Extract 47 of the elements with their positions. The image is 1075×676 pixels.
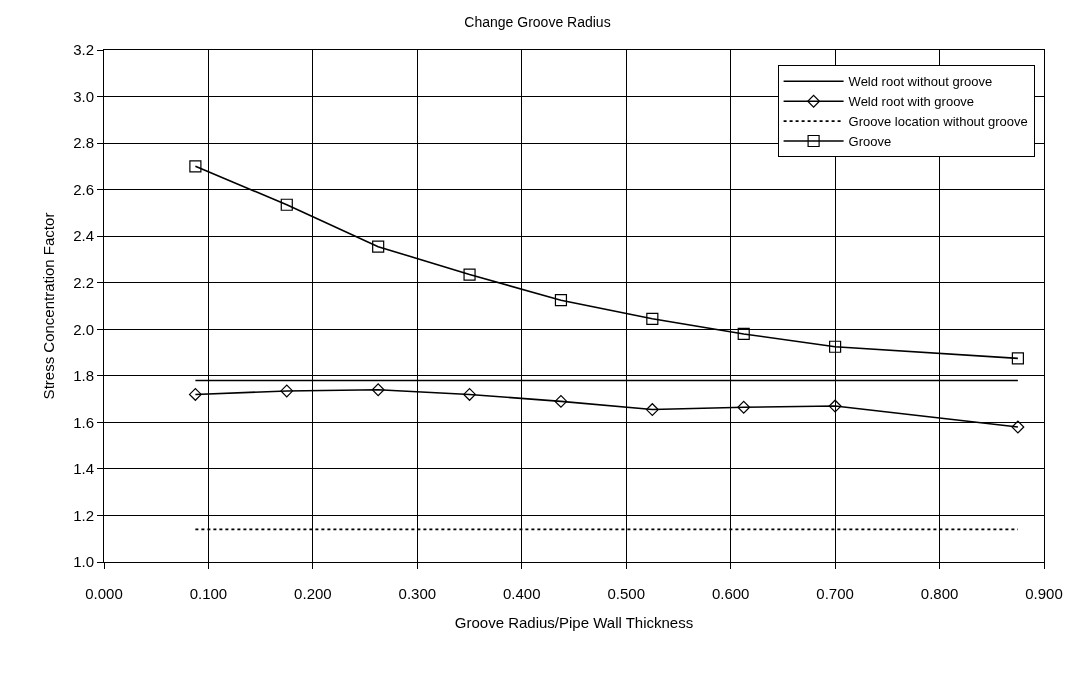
point [554,394,568,408]
y-tick-label: 2.0 [73,320,94,338]
y-tick-label: 2.6 [73,180,94,198]
point [828,399,842,413]
y-tick-label: 3.2 [73,41,94,59]
point [737,400,751,414]
x-tick-label: 0.200 [294,585,332,602]
x-tick-label: 0.800 [920,585,959,602]
x-tick-label: 0.700 [816,585,854,602]
x-tick-label: 0.100 [189,585,228,602]
point [463,387,477,401]
chart-title: Change Groove Radius [464,13,611,30]
point [280,384,294,398]
y-tick-label: 3.0 [73,87,94,105]
point [371,383,385,397]
point [188,387,202,401]
point [645,403,659,417]
x-tick-label: 0.600 [711,585,750,602]
point [646,312,659,325]
point [372,240,385,253]
y-axis-title: Stress Concentration Factor [40,212,58,400]
x-tick-label: 0.900 [1025,585,1063,602]
point [829,340,842,353]
legend-label: Groove location without groove [848,114,1028,130]
legend-label: Weld root with groove [848,94,975,110]
x-tick-label: 0.300 [398,585,437,602]
x-tick-label: 0.000 [85,585,123,602]
point [189,160,202,173]
point [554,294,568,307]
y-tick-label: 2.4 [73,227,94,245]
legend-label: Weld root without groove [848,74,993,90]
x-axis-title: Groove Radius/Pipe Wall Thickness [454,614,694,631]
point [463,268,476,281]
y-tick-label: 2.2 [73,273,94,291]
legend-label: Groove [848,134,892,150]
point [1011,420,1025,434]
point [1011,352,1024,365]
y-tick-label: 1.8 [73,367,94,385]
y-tick-label: 1.0 [73,553,94,571]
y-tick-label: 1.6 [73,413,94,431]
y-tick-label: 1.2 [73,506,94,524]
y-tick-label: 1.4 [73,460,94,478]
x-tick-label: 0.500 [607,585,645,602]
y-tick-label: 2.8 [73,134,94,152]
point [737,327,750,341]
point [280,198,293,211]
x-tick-label: 0.400 [503,585,541,602]
